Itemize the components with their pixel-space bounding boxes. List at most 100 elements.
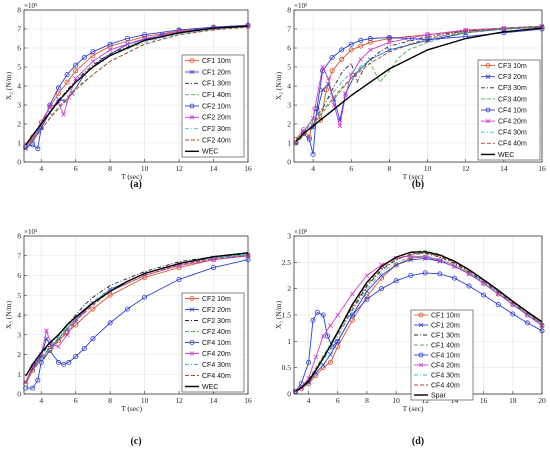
legend-marker (485, 118, 491, 124)
x-tick-label: 6 (336, 396, 340, 405)
data-point (73, 68, 79, 74)
data-point (310, 317, 316, 323)
data-point (358, 43, 364, 49)
y-tick-label: 0 (17, 158, 21, 167)
y-tick-label: 4 (17, 82, 21, 91)
legend: CF2 10m CF2 20m CF2 30m CF2 40m CF4 10m CF4 2… (181, 292, 245, 393)
y-tick-label: 7 (17, 25, 21, 34)
legend-label: CF4 20m (498, 119, 527, 126)
data-point (466, 271, 472, 277)
data-point (348, 47, 354, 53)
legend-label: CF2 20m (202, 307, 231, 314)
series-line (25, 255, 249, 383)
data-point (30, 385, 36, 391)
data-point (425, 32, 430, 37)
y-tick-label: 2 (287, 120, 291, 129)
data-point (90, 59, 96, 64)
data-point (343, 93, 348, 98)
data-point (350, 291, 355, 297)
legend-label: CF4 30m (431, 372, 460, 379)
series-line (25, 252, 249, 377)
data-point (64, 72, 70, 78)
data-point (368, 47, 373, 53)
legend-marker (418, 352, 424, 358)
data-point (335, 338, 341, 344)
data-point (495, 301, 501, 307)
series-line (25, 25, 249, 146)
series-line (25, 25, 249, 148)
data-point (331, 102, 337, 108)
legend-marker (189, 103, 195, 109)
y-tick-label: 3 (287, 101, 291, 110)
series-cf4-10m (292, 270, 545, 394)
data-point (327, 359, 333, 365)
data-point (90, 336, 96, 342)
data-point (292, 388, 298, 394)
legend-label: CF2 40m (202, 137, 231, 144)
data-point (481, 292, 487, 298)
legend-label: CF4 40m (202, 373, 231, 380)
data-point (47, 104, 53, 110)
legend-label: CF3 20m (498, 74, 527, 81)
data-point (320, 312, 326, 318)
y-axis-label: X₃ (N/m) (4, 300, 13, 329)
data-point (349, 317, 355, 323)
data-point (124, 36, 130, 42)
legend-label: CF4 20m (202, 351, 231, 358)
y-tick-label: 2 (17, 120, 21, 129)
data-point (30, 142, 36, 148)
y-tick-label: 0.5 (282, 363, 292, 372)
x-axis-label: T (sec) (403, 172, 424, 181)
legend-label: CF2 20m (202, 115, 231, 122)
data-point (81, 55, 87, 61)
data-point (335, 344, 341, 350)
series-line (25, 24, 249, 150)
series-line (295, 272, 543, 392)
legend-label: CF4 30m (498, 130, 527, 137)
data-point (422, 270, 428, 276)
y-tick-label: 1 (17, 370, 21, 379)
legend-label: CF4 10m (498, 107, 527, 114)
data-point (142, 32, 148, 38)
series-line (295, 25, 543, 144)
data-point (387, 40, 392, 45)
legend-label: CF4 40m (431, 382, 460, 389)
y-tick-label: 3 (17, 101, 21, 110)
chart-panel-4: 4 6 8 10 12 14 16 18 20 0 0.5 1 1.5 2 2.5 3 ×10⁵ T (sec) X… (274, 228, 546, 447)
legend-marker (189, 115, 195, 120)
data-point (510, 311, 516, 317)
x-tick-label: 6 (349, 164, 353, 173)
data-point (437, 258, 443, 264)
y-axis-label: X₂ (N/m) (274, 71, 283, 100)
legend-label: CF3 30m (498, 85, 527, 92)
x-tick-label: 14 (210, 164, 218, 173)
x-tick-label: 12 (175, 164, 183, 173)
data-point (55, 91, 61, 97)
y-tick-label: 6 (17, 271, 21, 280)
data-point (306, 359, 312, 365)
data-point (437, 271, 443, 277)
y-axis-label: X₃ (N/m) (274, 300, 283, 329)
data-point (364, 289, 370, 294)
data-point (107, 47, 113, 53)
x-tick-label: 12 (422, 396, 430, 405)
series-spar (295, 251, 543, 392)
series-wec (295, 27, 543, 142)
y-tick-label: 8 (17, 232, 21, 241)
data-point (364, 296, 370, 302)
data-point (55, 359, 61, 365)
y-tick-label: 3 (17, 330, 21, 339)
panel-label: (c) (130, 436, 141, 447)
y-tick-label: 2 (287, 284, 291, 293)
data-point (124, 306, 130, 312)
x-axis-label: T (sec) (121, 404, 142, 413)
x-tick-label: 16 (244, 164, 252, 173)
data-point (211, 265, 217, 271)
series-wec (25, 25, 249, 146)
y-tick-label: 5 (287, 63, 291, 72)
data-point (211, 24, 217, 30)
x-tick-label: 8 (108, 164, 112, 173)
series-line (295, 251, 543, 392)
legend-label: CF1 20m (202, 69, 231, 76)
